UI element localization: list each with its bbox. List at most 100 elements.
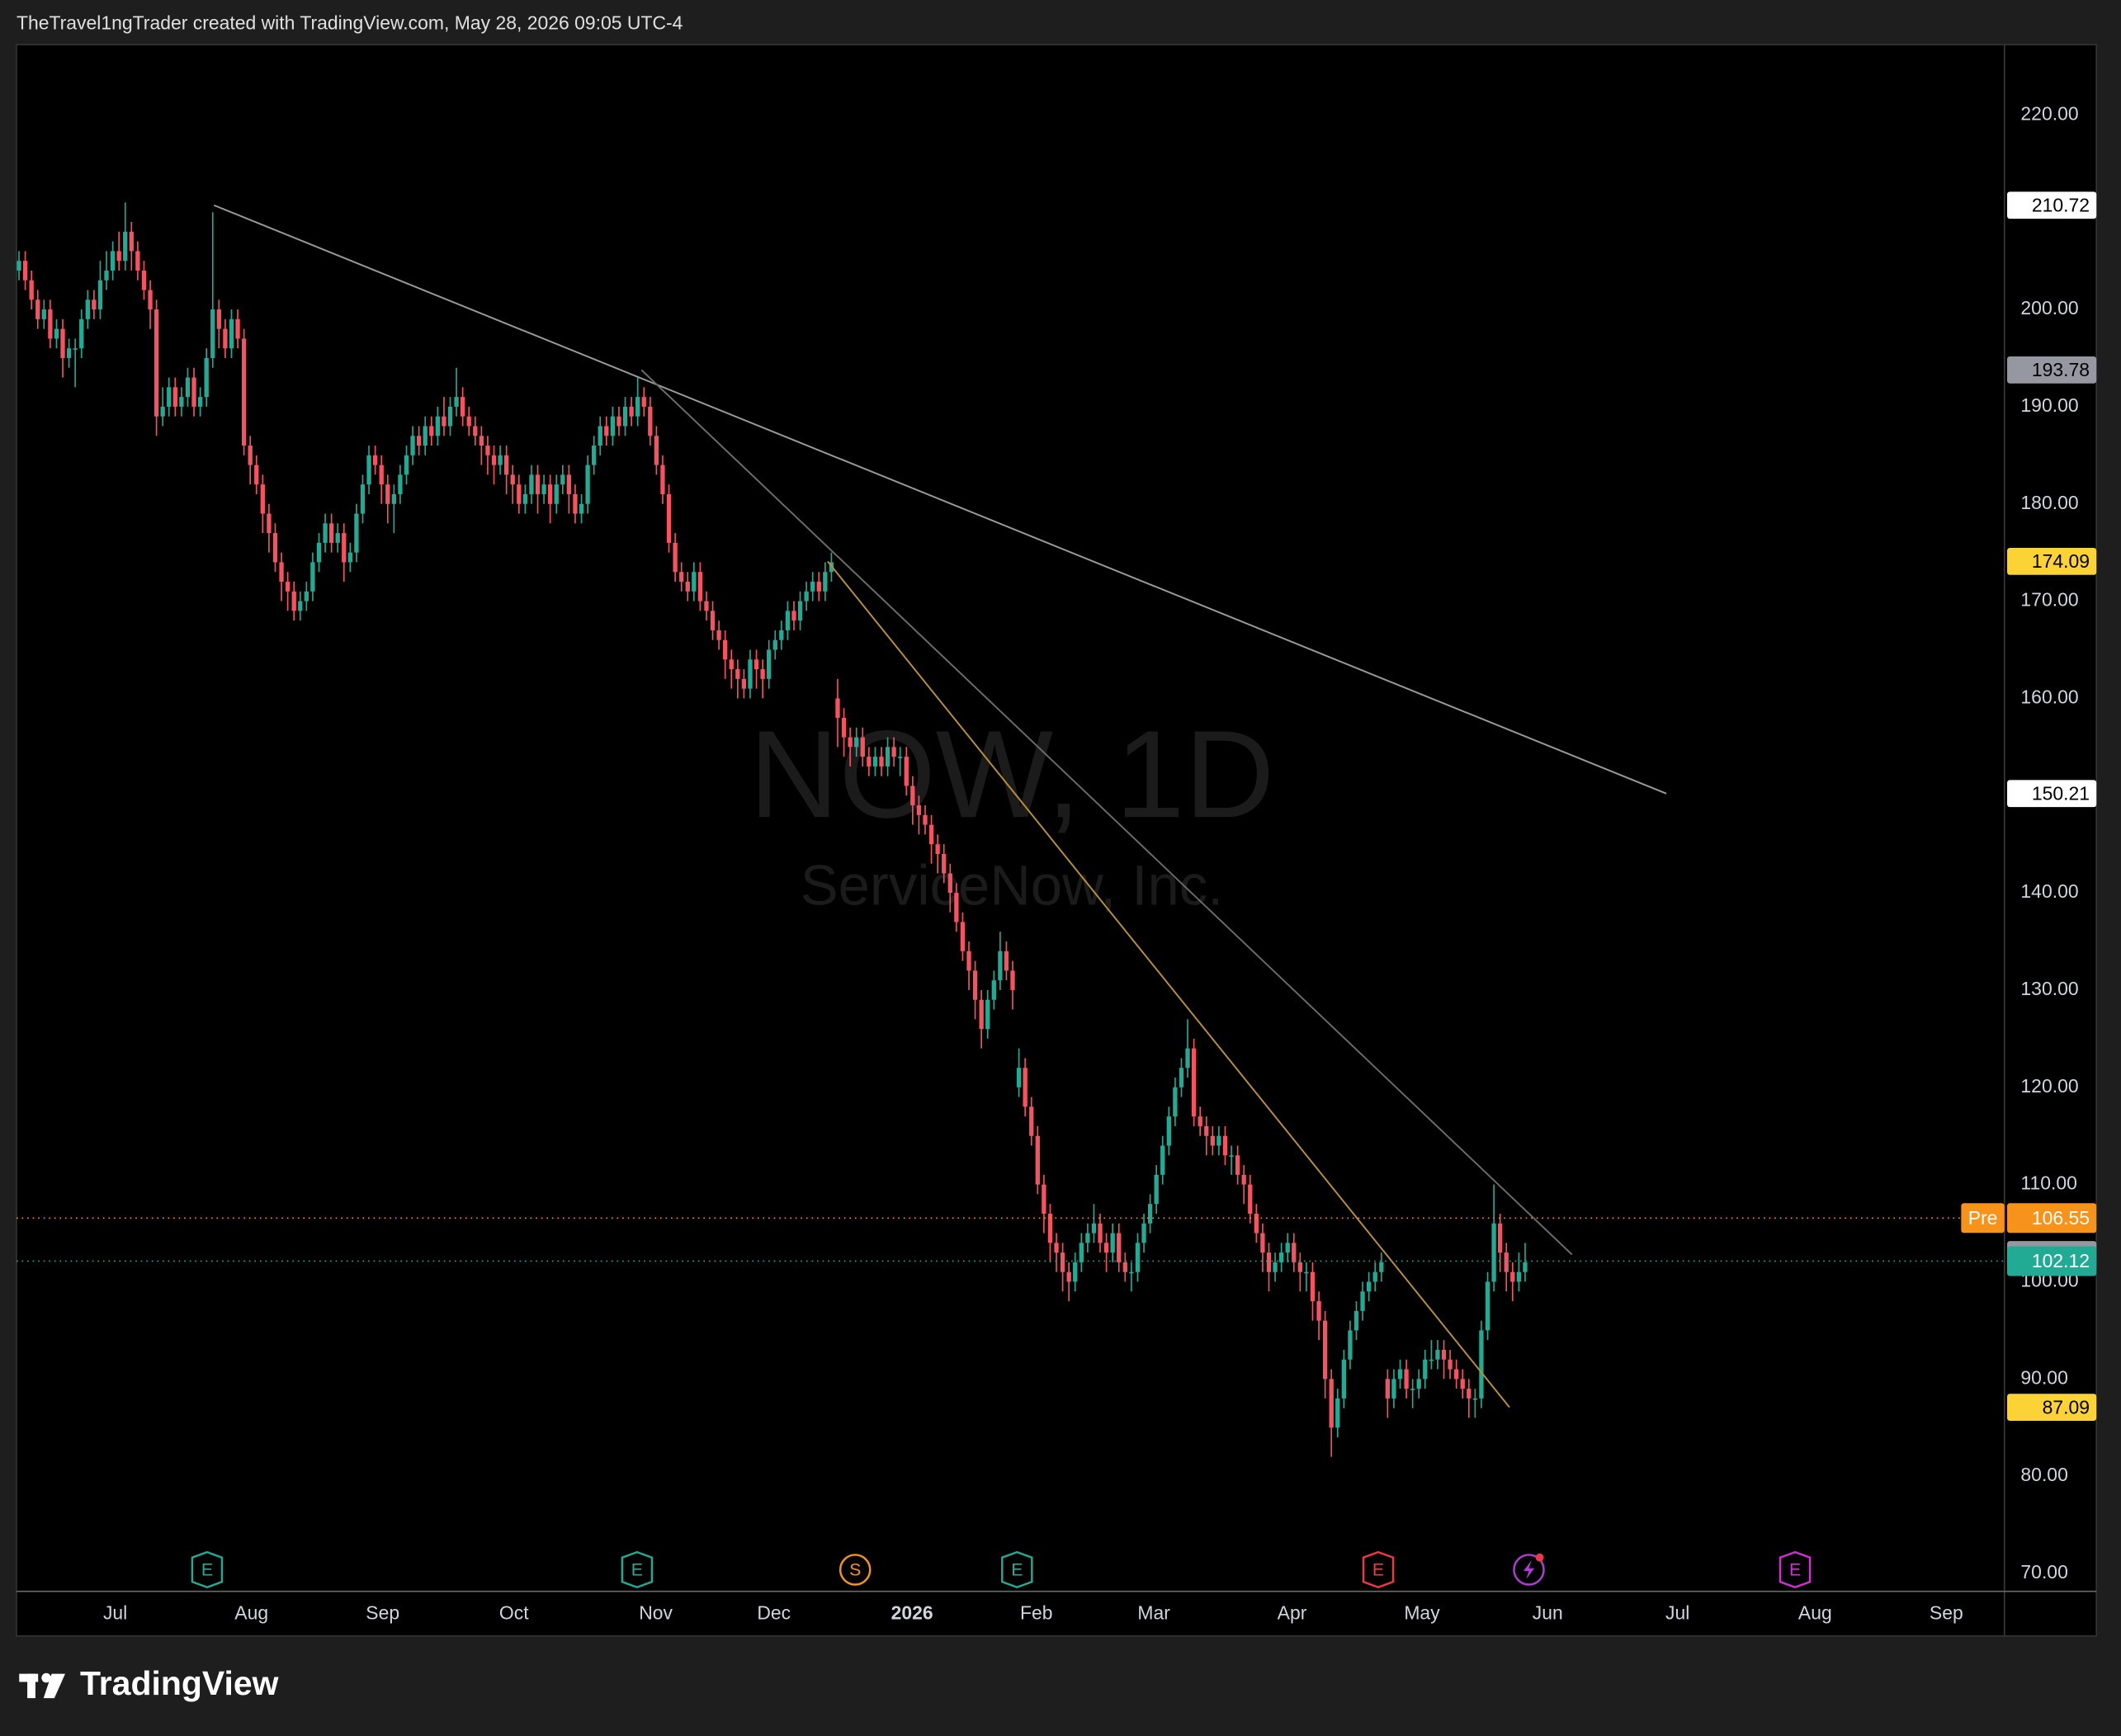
candle-body [1404,1369,1409,1389]
candle-body [1297,1262,1303,1272]
candle-body [73,348,78,350]
price-label: 87.09 [2043,1396,2090,1418]
candle-body [548,484,553,504]
candle-body [1035,1135,1040,1185]
y-tick-label: 180.00 [2020,492,2078,513]
candle-body [1397,1369,1403,1380]
x-tick-label: Dec [757,1602,791,1624]
candle-body [160,406,165,417]
candle-body [135,251,140,271]
candle-body [610,416,616,436]
candle-body [210,309,215,358]
candle-body [954,893,959,922]
candle-body [454,397,459,407]
candle-body [741,678,747,689]
candle-body [360,484,366,514]
candle-body [916,805,922,815]
candle-body [310,562,315,592]
candle-body [141,270,147,290]
candle-body [629,406,634,417]
candle-body [485,446,490,455]
candle-body [1173,1087,1178,1117]
candle-body [197,397,203,407]
candle-body [97,280,103,310]
price-label-box [2007,548,2097,575]
candle-body [1241,1174,1246,1185]
candle-body [641,397,646,407]
candle-body [1516,1271,1522,1282]
event-shape [191,1550,224,1589]
candle-body [554,484,559,504]
trend-line [213,204,1667,795]
candle-body [391,493,397,504]
candle-body [148,290,153,310]
candle-body [579,503,584,514]
candle-body [185,377,191,398]
candle-body [123,231,128,262]
candle-body [1423,1359,1428,1380]
candle-body [1079,1243,1084,1262]
brand: TradingView [80,1664,279,1702]
candle-body [910,785,915,806]
candle-body [260,484,265,514]
candle-body [592,446,597,465]
event-label: S [849,1560,861,1580]
candle-body [535,474,541,494]
candle-body [942,853,947,874]
candle-body [1304,1271,1309,1274]
candle-body [267,513,272,534]
candle-body [566,474,572,494]
y-tick-label: 90.00 [2020,1366,2067,1388]
candle-body [167,387,172,407]
candle-body [1353,1310,1359,1331]
candle-body [1110,1233,1115,1253]
candle-body [385,484,390,504]
candle-body [928,824,934,845]
candle-body [1166,1116,1171,1146]
candle-body [241,338,247,446]
candle-body [416,436,422,446]
candle-body [335,533,340,543]
candle-body [1278,1252,1284,1262]
x-tick-label: Oct [499,1602,529,1624]
candle-body [697,572,703,601]
x-tick-label: Feb [1020,1602,1053,1624]
candle-body [1341,1359,1347,1399]
event-shape [838,1554,872,1586]
candle-body [1504,1252,1509,1272]
candle-body [1197,1116,1202,1126]
candle-body [704,601,709,611]
y-tick-label: 120.00 [2020,1075,2078,1097]
price-label: 102.12 [2032,1250,2090,1271]
candle-body [85,300,90,319]
candle-body [585,465,590,504]
candle-body [816,582,821,592]
candle-body [791,611,796,621]
candle-body [248,446,253,465]
candle-body [979,999,984,1030]
price-label: 210.72 [2032,194,2090,215]
x-tick-label: Aug [1798,1602,1832,1624]
event-icon [1513,1553,1545,1586]
event-icon: E [1779,1550,1812,1589]
candle-body [92,300,97,310]
candle-body [972,970,978,1000]
candle-body [60,328,65,358]
candle-body [1122,1262,1127,1272]
candle-body [935,844,940,854]
candle-body [1460,1379,1465,1389]
candle-body [354,513,359,553]
candle-body [479,436,484,446]
event-shape [621,1550,654,1589]
candle-body [891,747,896,757]
candle-body [442,416,446,427]
candle-body [1435,1349,1440,1360]
price-label-name-box [1961,1203,2005,1234]
candle-body [1441,1349,1447,1360]
candle-body [154,309,159,417]
candle-body [1147,1204,1153,1224]
candle-body [673,542,678,573]
candle-body [1472,1398,1478,1400]
candle-body [716,630,721,640]
candle-body [285,582,291,592]
